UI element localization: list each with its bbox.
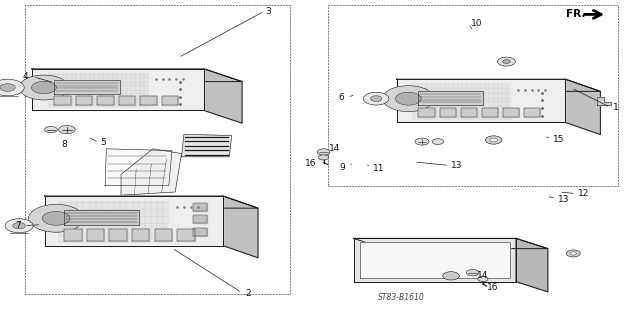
Circle shape bbox=[317, 149, 330, 155]
Text: 5: 5 bbox=[101, 138, 106, 147]
Polygon shape bbox=[45, 196, 258, 208]
Polygon shape bbox=[503, 108, 519, 117]
Polygon shape bbox=[597, 97, 611, 105]
Circle shape bbox=[570, 252, 576, 255]
Polygon shape bbox=[360, 242, 510, 278]
Circle shape bbox=[478, 276, 488, 282]
Text: 15: 15 bbox=[553, 135, 564, 144]
Text: 13: 13 bbox=[451, 161, 462, 170]
Circle shape bbox=[497, 57, 515, 66]
Text: FR.: FR. bbox=[566, 9, 585, 20]
Polygon shape bbox=[461, 108, 477, 117]
Polygon shape bbox=[192, 203, 207, 211]
Circle shape bbox=[485, 136, 502, 144]
Polygon shape bbox=[118, 96, 135, 105]
Circle shape bbox=[415, 138, 429, 145]
Text: 1: 1 bbox=[613, 103, 619, 112]
Circle shape bbox=[466, 269, 479, 276]
Text: 9: 9 bbox=[340, 163, 345, 172]
Circle shape bbox=[0, 79, 24, 96]
Polygon shape bbox=[162, 96, 178, 105]
Polygon shape bbox=[64, 210, 139, 225]
Text: 4: 4 bbox=[23, 72, 29, 81]
Polygon shape bbox=[110, 229, 127, 241]
Polygon shape bbox=[64, 229, 82, 241]
Polygon shape bbox=[482, 108, 498, 117]
Polygon shape bbox=[419, 108, 434, 117]
Text: 12: 12 bbox=[578, 189, 589, 198]
Circle shape bbox=[432, 139, 443, 145]
Polygon shape bbox=[354, 238, 516, 282]
Polygon shape bbox=[54, 80, 120, 94]
Circle shape bbox=[59, 125, 75, 134]
Polygon shape bbox=[76, 96, 92, 105]
Polygon shape bbox=[524, 108, 540, 117]
Polygon shape bbox=[192, 228, 207, 236]
Circle shape bbox=[503, 60, 510, 64]
Text: 6: 6 bbox=[338, 93, 344, 102]
Polygon shape bbox=[140, 96, 157, 105]
Circle shape bbox=[29, 204, 84, 232]
Text: 3: 3 bbox=[266, 7, 271, 16]
Polygon shape bbox=[54, 96, 71, 105]
Circle shape bbox=[45, 126, 57, 133]
Text: 14: 14 bbox=[476, 271, 488, 280]
Circle shape bbox=[396, 92, 421, 105]
Polygon shape bbox=[132, 229, 149, 241]
Circle shape bbox=[566, 250, 580, 257]
Text: 10: 10 bbox=[471, 19, 483, 28]
Polygon shape bbox=[32, 69, 204, 110]
Text: 7: 7 bbox=[15, 221, 21, 230]
Circle shape bbox=[318, 155, 329, 160]
Polygon shape bbox=[45, 196, 223, 246]
Polygon shape bbox=[396, 79, 565, 122]
Polygon shape bbox=[516, 238, 548, 292]
Circle shape bbox=[370, 96, 382, 101]
Polygon shape bbox=[419, 91, 483, 105]
Polygon shape bbox=[155, 229, 172, 241]
Text: 2: 2 bbox=[245, 289, 251, 298]
Circle shape bbox=[490, 138, 497, 142]
Polygon shape bbox=[97, 96, 114, 105]
Polygon shape bbox=[396, 79, 600, 92]
Text: 14: 14 bbox=[329, 144, 340, 153]
Polygon shape bbox=[32, 69, 242, 82]
Circle shape bbox=[0, 84, 15, 92]
Polygon shape bbox=[121, 149, 182, 195]
Circle shape bbox=[19, 75, 69, 100]
Polygon shape bbox=[182, 134, 232, 157]
Circle shape bbox=[42, 212, 70, 225]
Text: 16: 16 bbox=[487, 284, 499, 292]
Circle shape bbox=[5, 219, 33, 233]
Polygon shape bbox=[192, 215, 207, 223]
Polygon shape bbox=[105, 149, 172, 186]
Polygon shape bbox=[223, 196, 258, 258]
Circle shape bbox=[383, 86, 434, 112]
Circle shape bbox=[13, 223, 25, 229]
Polygon shape bbox=[440, 108, 456, 117]
Polygon shape bbox=[204, 69, 242, 123]
Text: ST83-B1610: ST83-B1610 bbox=[378, 293, 424, 302]
Circle shape bbox=[31, 81, 56, 94]
Text: 11: 11 bbox=[373, 164, 384, 172]
Polygon shape bbox=[565, 79, 600, 135]
Polygon shape bbox=[87, 229, 104, 241]
Circle shape bbox=[363, 92, 389, 105]
Circle shape bbox=[443, 272, 459, 280]
Text: 8: 8 bbox=[61, 140, 67, 148]
Polygon shape bbox=[177, 229, 194, 241]
Polygon shape bbox=[354, 238, 548, 249]
Text: 13: 13 bbox=[558, 195, 569, 204]
Text: 16: 16 bbox=[305, 159, 317, 168]
